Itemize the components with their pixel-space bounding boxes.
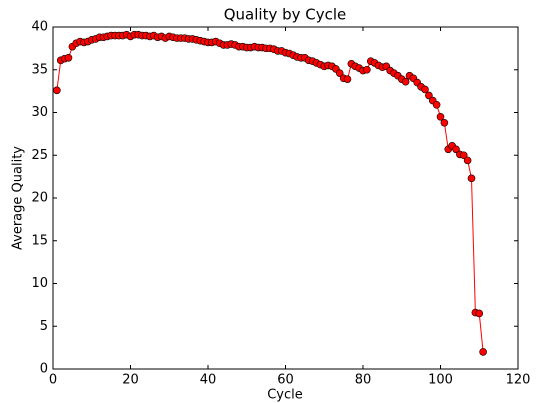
- marker: [452, 145, 460, 154]
- y-axis-label: Average Quality: [11, 146, 26, 250]
- plot-frame: [52, 26, 519, 370]
- y-tick-label: 15: [31, 233, 48, 248]
- marker: [479, 348, 487, 356]
- marker: [421, 85, 429, 94]
- marker: [363, 65, 371, 74]
- y-tick-label: 25: [31, 148, 48, 163]
- x-tick-label: 100: [428, 373, 453, 388]
- y-tick-label: 20: [31, 191, 48, 206]
- y-tick-label: 35: [31, 62, 48, 77]
- y-tick-label: 30: [31, 105, 48, 120]
- chart-title: Quality by Cycle: [224, 6, 347, 24]
- x-tick-label: 0: [49, 373, 57, 388]
- marker: [64, 53, 73, 62]
- y-tick-label: 40: [31, 20, 48, 35]
- marker: [459, 151, 468, 160]
- x-axis-label: Cycle: [267, 388, 303, 403]
- x-tick-label: 80: [355, 373, 372, 388]
- marker: [401, 77, 410, 86]
- marker: [432, 101, 441, 109]
- marker: [467, 174, 476, 183]
- x-tick-label: 20: [122, 373, 139, 388]
- marker: [440, 118, 449, 127]
- y-tick-label: 0: [40, 362, 48, 377]
- y-tick-label: 10: [31, 276, 48, 291]
- marker: [335, 69, 344, 77]
- marker: [463, 156, 472, 165]
- marker: [343, 75, 352, 83]
- x-tick-label: 60: [277, 373, 294, 388]
- x-tick-label: 40: [200, 373, 217, 388]
- x-tick-label: 120: [506, 373, 531, 388]
- y-tick-label: 5: [40, 319, 48, 334]
- marker: [53, 86, 61, 95]
- marker: [436, 112, 445, 121]
- marker: [425, 91, 433, 100]
- marker: [475, 309, 484, 318]
